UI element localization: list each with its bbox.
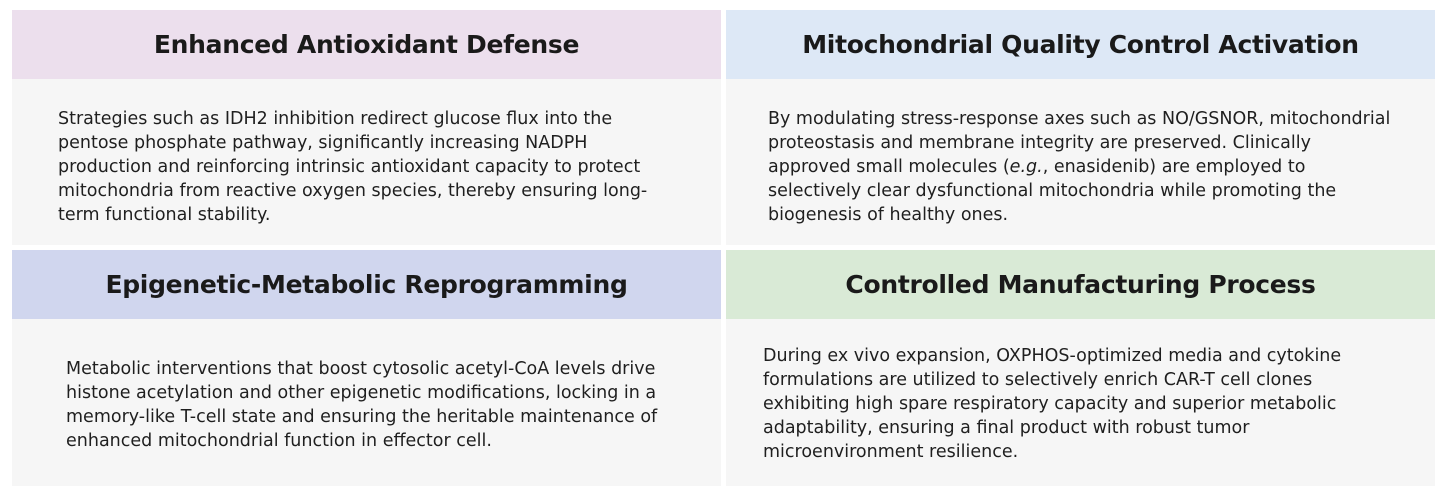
panel-description: During ex vivo expansion, OXPHOS-optimiz…	[763, 344, 1395, 464]
panel-text-italic: e.g.	[1009, 157, 1043, 177]
panel-description: Metabolic interventions that boost cytos…	[66, 357, 681, 453]
panel-description: By modulating stress-response axes such …	[768, 107, 1395, 227]
panel-description-text: Metabolic interventions that boost cytos…	[66, 359, 658, 451]
panel-title: Epigenetic-Metabolic Reprogramming	[12, 250, 721, 319]
panel-text-part-2: , enasidenib) are employed to selectivel…	[768, 157, 1337, 225]
panel-antioxidant-defense: Enhanced Antioxidant Defense Strategies …	[12, 10, 721, 245]
panel-title: Controlled Manufacturing Process	[726, 250, 1435, 319]
panel-manufacturing-process: Controlled Manufacturing Process During …	[726, 250, 1435, 486]
panel-title: Mitochondrial Quality Control Activation	[726, 10, 1435, 79]
panel-mitochondrial-quality-control: Mitochondrial Quality Control Activation…	[726, 10, 1435, 245]
panel-description: Strategies such as IDH2 inhibition redir…	[58, 107, 681, 227]
panel-description-text: By modulating stress-response axes such …	[768, 107, 1395, 227]
panel-title: Enhanced Antioxidant Defense	[12, 10, 721, 79]
panel-description-text: Strategies such as IDH2 inhibition redir…	[58, 109, 648, 225]
panel-text-part-1: By modulating stress-response axes such …	[768, 109, 1391, 177]
panel-epigenetic-reprogramming: Epigenetic-Metabolic Reprogramming Metab…	[12, 250, 721, 486]
panel-description-text: During ex vivo expansion, OXPHOS-optimiz…	[763, 346, 1342, 462]
